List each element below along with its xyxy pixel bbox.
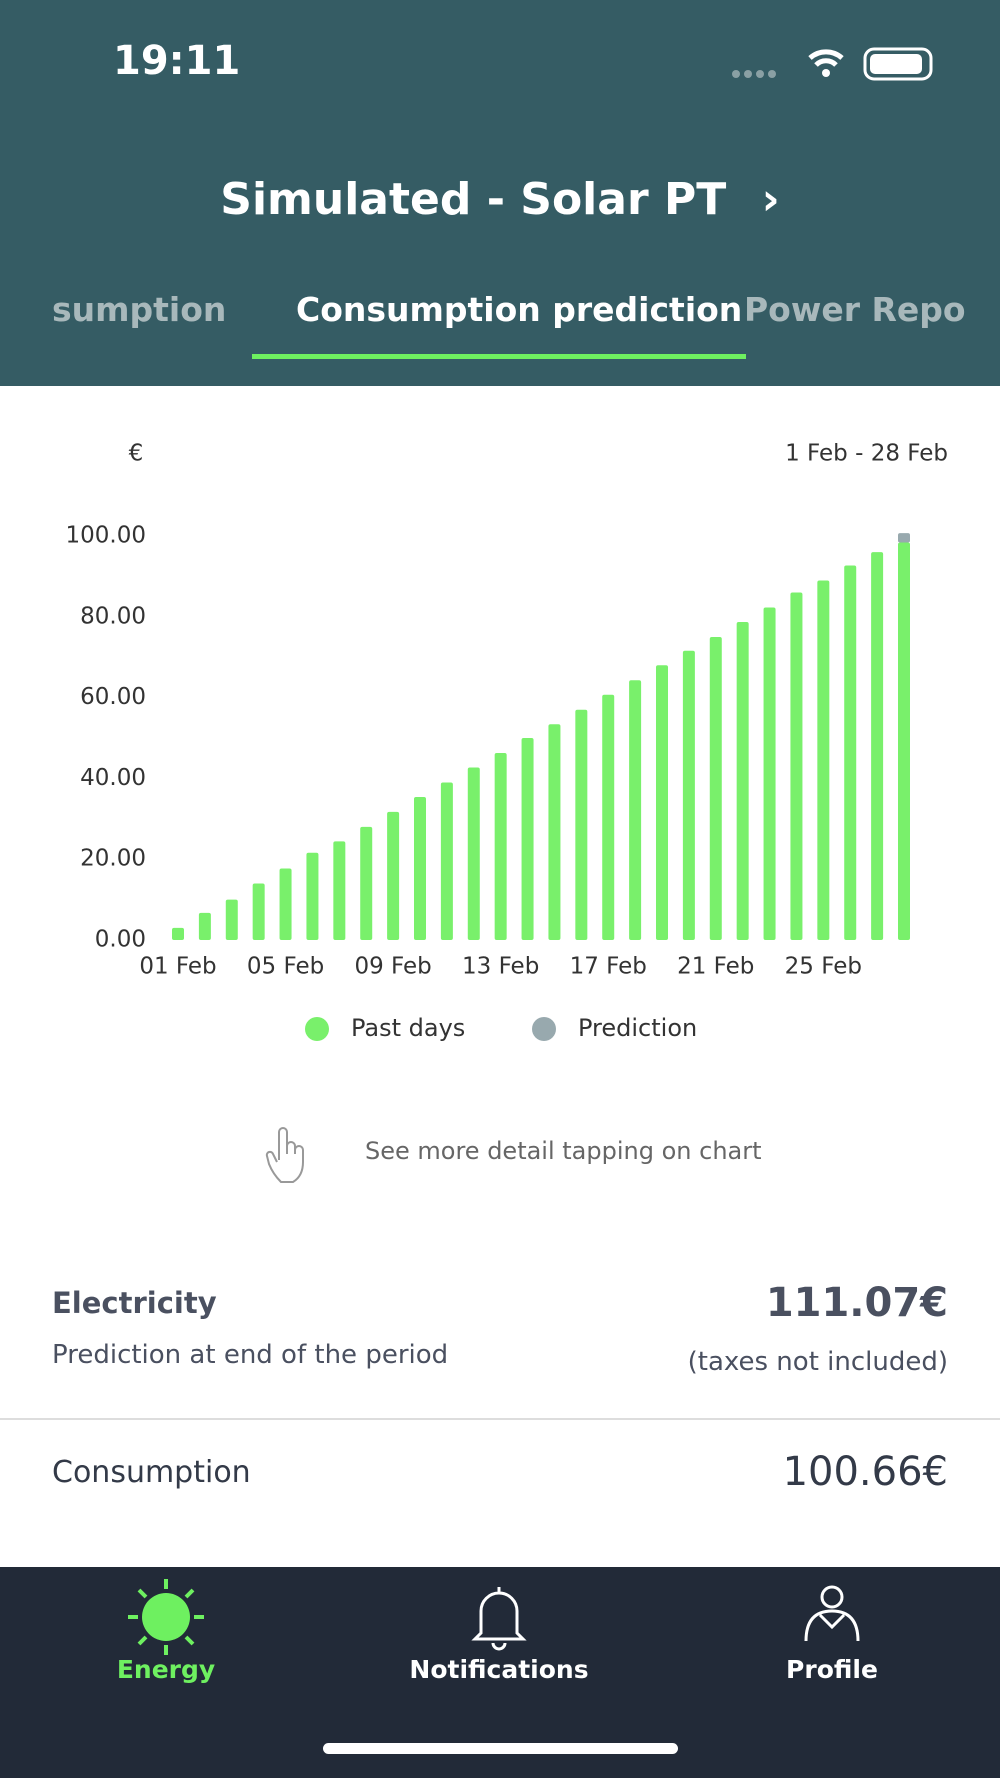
- bar: [709, 637, 722, 940]
- x-tick-label: 01 Feb: [139, 954, 216, 980]
- bar: [898, 542, 910, 940]
- bar: [225, 899, 238, 940]
- home-indicator: [323, 1743, 678, 1754]
- tab-underline: [252, 354, 746, 359]
- energy-icon: [128, 1579, 204, 1655]
- hint: See more detail tapping on chart: [365, 1137, 762, 1165]
- bar: [871, 552, 884, 940]
- bar: [844, 565, 857, 940]
- bar: [360, 826, 373, 940]
- title-text: Simulated - Solar PT: [220, 174, 727, 225]
- bar: [494, 752, 507, 940]
- y-tick-label: 40.00: [80, 765, 146, 791]
- y-tick-label: 80.00: [80, 603, 146, 629]
- bar: [656, 665, 668, 940]
- bar: [575, 709, 588, 940]
- bar: [682, 650, 695, 940]
- x-tick-label: 21 Feb: [677, 954, 754, 980]
- bar: [736, 622, 749, 940]
- bar: [629, 680, 642, 940]
- profile-icon: [804, 1585, 860, 1642]
- summary-title: Electricity: [52, 1286, 217, 1320]
- bar: [387, 811, 400, 940]
- nav-item[interactable]: Profile: [786, 1655, 878, 1684]
- bar: [817, 580, 830, 940]
- summary-total: 111.07€: [765, 1280, 948, 1326]
- row-value: 100.66€: [782, 1449, 948, 1495]
- bottom-nav: Energy Notifications Profile: [0, 1567, 1000, 1778]
- bar: [521, 738, 534, 940]
- bar: [172, 927, 184, 940]
- bar: [252, 883, 265, 940]
- status-icons: [732, 47, 933, 81]
- legend-label: Past days: [351, 1014, 465, 1042]
- hand-icon: [265, 1127, 304, 1183]
- chevron: ›: [761, 174, 780, 225]
- bell-icon: [471, 1587, 527, 1651]
- nav-item[interactable]: Notifications: [409, 1655, 589, 1684]
- bar: [414, 796, 426, 940]
- header-title[interactable]: Simulated - Solar PT ›: [0, 174, 1000, 225]
- chart[interactable]: € 1 Feb - 28 Feb 0.00 20.00 40.00 60.00 80.0…: [0, 386, 1000, 1086]
- x-tick-label: 25 Feb: [785, 954, 862, 980]
- tab[interactable]: sumption: [52, 290, 227, 329]
- x-tick-label: 05 Feb: [247, 954, 324, 980]
- summary-subtitle: Prediction at end of the period: [52, 1340, 449, 1370]
- nav-item-active[interactable]: Energy: [116, 1655, 216, 1684]
- unit-label: €: [129, 441, 144, 467]
- x-tick-label: 13 Feb: [462, 954, 539, 980]
- row-label: Consumption: [52, 1455, 251, 1490]
- summary-note: (taxes not included): [687, 1347, 948, 1377]
- y-tick-label: 0.00: [95, 927, 146, 953]
- bar: [467, 767, 480, 940]
- bar: [790, 592, 803, 940]
- bar: [763, 607, 776, 940]
- bar: [198, 912, 211, 940]
- x-tick-label: 17 Feb: [570, 954, 647, 980]
- bar: [333, 841, 346, 940]
- bar: [440, 782, 453, 940]
- bar: [279, 868, 292, 940]
- header: 19:11 Simulated - Solar PT › sumption Co…: [0, 0, 1000, 386]
- legend-label: Prediction: [578, 1014, 697, 1042]
- y-tick-label: 100.00: [66, 523, 146, 549]
- legend-dot: [305, 1017, 329, 1041]
- divider: [0, 1418, 1000, 1420]
- y-tick-label: 60.00: [80, 684, 146, 710]
- tab[interactable]: Power Repo: [744, 290, 966, 329]
- bar: [306, 852, 319, 940]
- x-tick-label: 09 Feb: [354, 954, 431, 980]
- tab-active[interactable]: Consumption prediction: [296, 290, 743, 329]
- bar: [602, 694, 615, 940]
- y-tick-label: 20.00: [80, 846, 146, 872]
- legend-dot: [532, 1017, 556, 1041]
- bar: [898, 533, 910, 543]
- status-time: 19:11: [113, 38, 241, 84]
- bar: [548, 724, 561, 940]
- date-range: 1 Feb - 28 Feb: [785, 441, 948, 467]
